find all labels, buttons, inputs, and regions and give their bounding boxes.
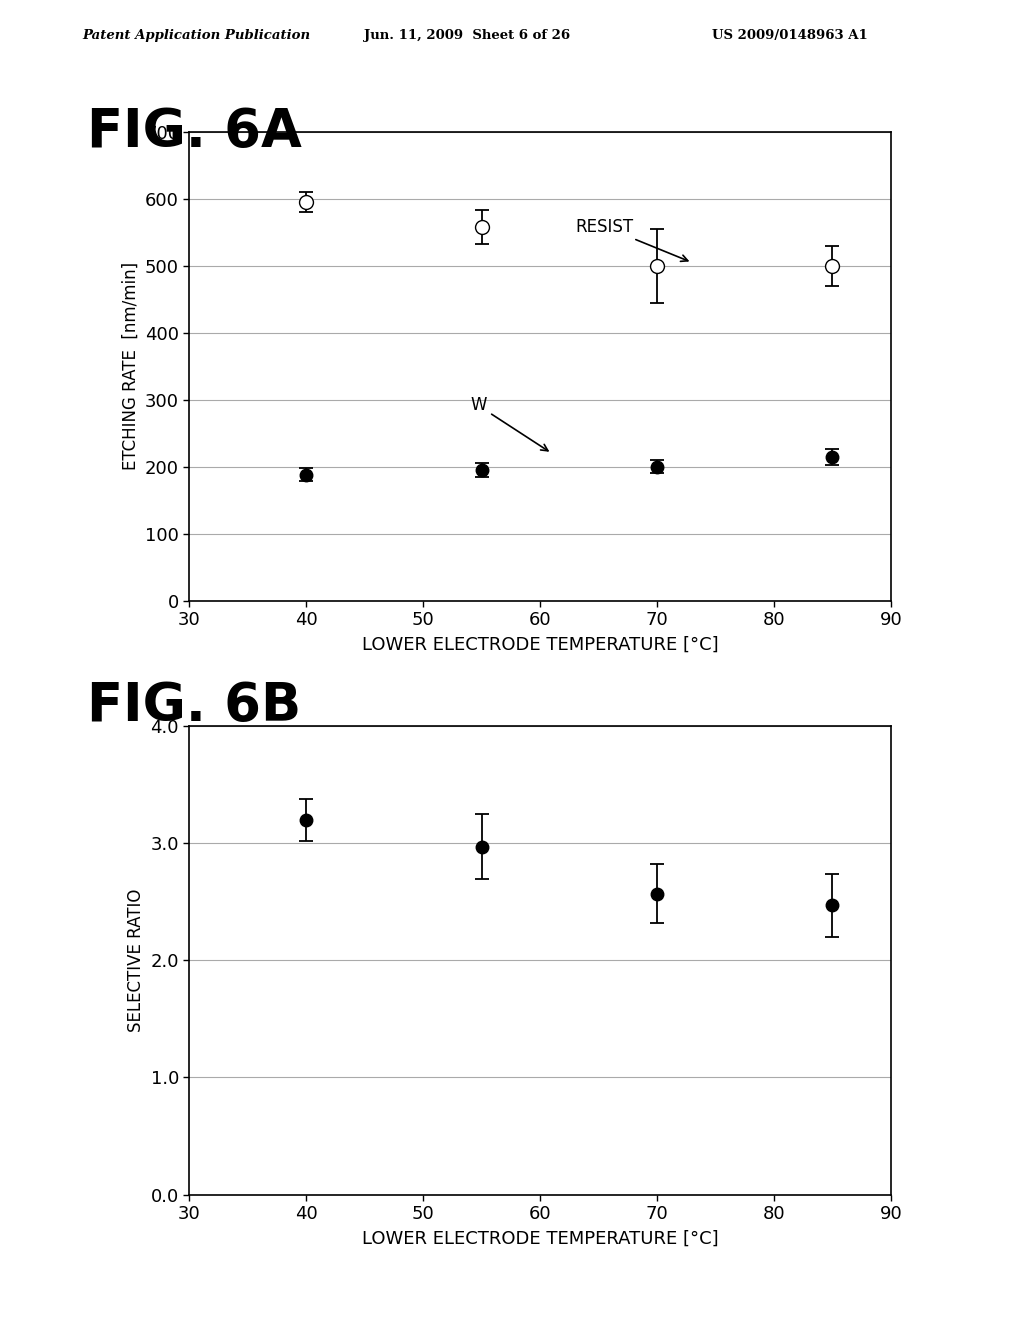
Y-axis label: SELECTIVE RATIO: SELECTIVE RATIO — [127, 888, 145, 1032]
X-axis label: LOWER ELECTRODE TEMPERATURE [°C]: LOWER ELECTRODE TEMPERATURE [°C] — [361, 1230, 719, 1247]
Text: US 2009/0148963 A1: US 2009/0148963 A1 — [712, 29, 867, 42]
Y-axis label: ETCHING RATE  [nm/min]: ETCHING RATE [nm/min] — [122, 263, 139, 470]
X-axis label: LOWER ELECTRODE TEMPERATURE [°C]: LOWER ELECTRODE TEMPERATURE [°C] — [361, 636, 719, 653]
Text: RESIST: RESIST — [575, 218, 688, 261]
Text: Jun. 11, 2009  Sheet 6 of 26: Jun. 11, 2009 Sheet 6 of 26 — [364, 29, 569, 42]
Text: W: W — [470, 396, 548, 451]
Text: FIG. 6A: FIG. 6A — [87, 106, 302, 157]
Text: Patent Application Publication: Patent Application Publication — [82, 29, 310, 42]
Text: FIG. 6B: FIG. 6B — [87, 680, 301, 731]
